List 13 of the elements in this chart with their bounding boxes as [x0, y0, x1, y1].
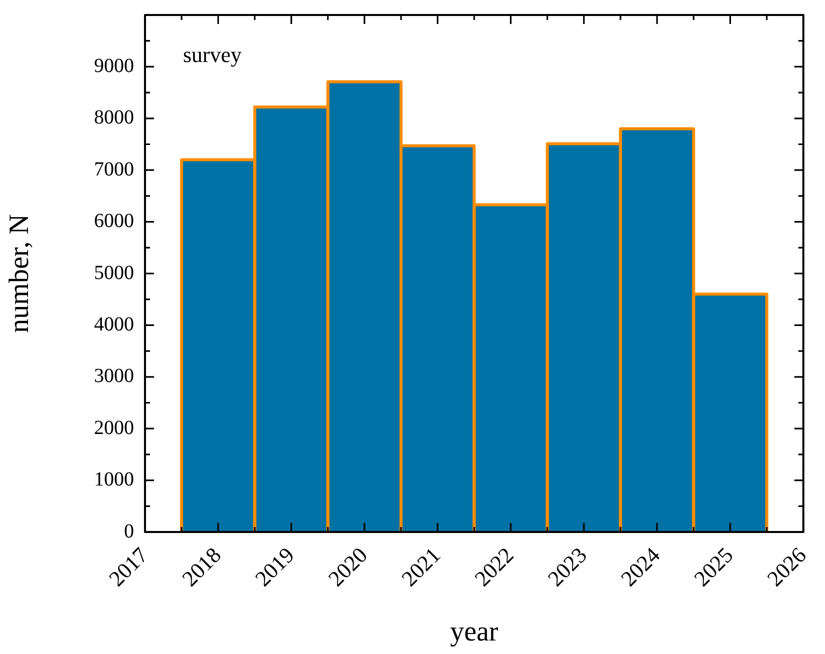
y-tick-label: 4000: [94, 313, 134, 336]
y-tick-label: 8000: [94, 106, 134, 129]
y-axis-title: number, N: [4, 214, 36, 333]
y-tick-label: 6000: [94, 210, 134, 232]
annotation: survey: [183, 42, 242, 67]
y-tick-label: 1000: [94, 468, 134, 491]
y-tick-label: 5000: [94, 262, 134, 284]
x-axis-title: year: [450, 616, 499, 648]
y-tick-label: 2000: [94, 416, 134, 439]
y-tick-label: 9000: [94, 54, 134, 77]
y-tick-label: 3000: [94, 365, 134, 388]
y-tick-label: 7000: [94, 158, 134, 180]
y-tick-label: 0: [124, 520, 134, 542]
